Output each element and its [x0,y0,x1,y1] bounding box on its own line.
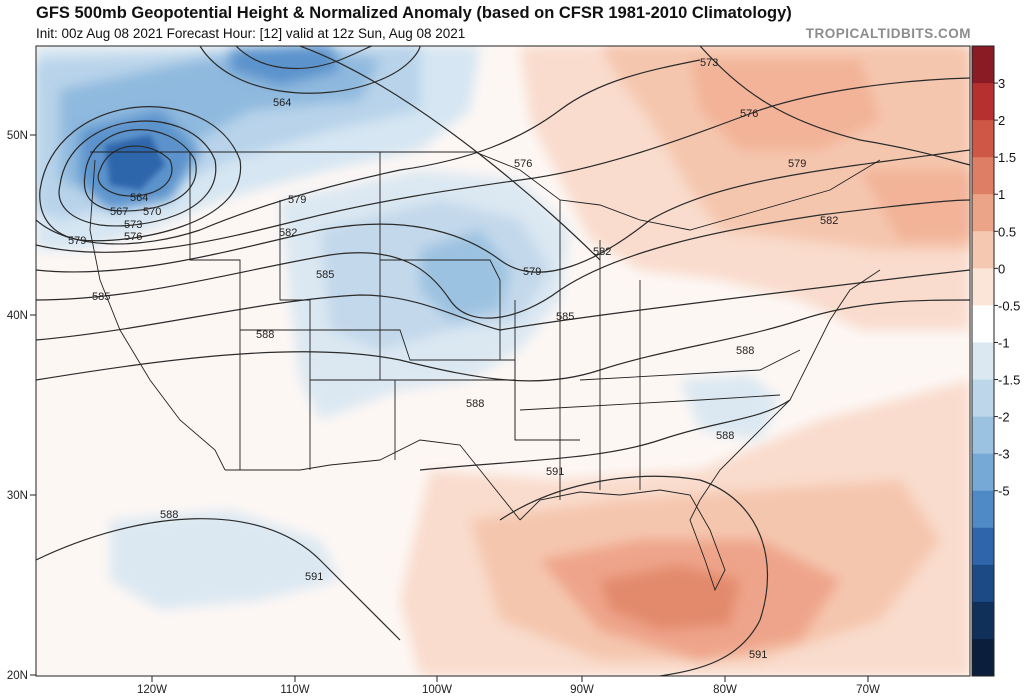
contour-label: 576 [740,108,758,120]
state-borders [89,151,881,592]
latitude-labels: 50N 40N 30N 20N [7,130,28,682]
anomaly-shading [36,46,970,676]
colorbar-tick-label: 0 [998,261,1005,276]
contour-label: 582 [820,215,838,227]
map-frame [35,45,971,677]
colorbar-frame [971,45,995,677]
colorbar-swatch [972,231,994,269]
colorbar-tick-label: 3 [998,76,1005,91]
height-contours [36,46,970,676]
colorbar-tick-label: -5 [998,484,1010,499]
colorbar-tick-label: -3 [998,447,1010,462]
longitude-labels: 120W 110W 100W 90W 80W 70W [137,684,880,696]
contour-label: 576 [514,158,532,170]
lon-label: 110W [280,684,309,696]
colorbar-swatch [972,157,994,195]
colorbar-tick-label: 1.5 [998,150,1016,165]
colorbar-swatch [972,490,994,529]
colorbar-swatch [972,527,994,566]
contour-label: 582 [593,246,611,258]
colorbar-swatch [972,342,994,381]
colorbar-swatch [972,305,994,343]
colorbar-tick-label: 1 [998,187,1005,202]
contour-label: 579 [288,194,306,206]
contour-label: 582 [279,227,297,239]
contour-label: 567 [110,206,128,218]
colorbar-swatch [972,564,994,603]
contour-label: 585 [92,291,110,303]
brand-label: TROPICALTIDBITS.COM [805,26,971,41]
colorbar-swatch [972,453,994,492]
contour-label: 591 [305,571,323,583]
lon-label: 80W [713,684,737,696]
lon-label: 90W [570,684,594,696]
colorbar: 3 2 1.5 1 0.5 0 -0.5 -1 -1.5 -2 -3 -5 [971,45,1020,677]
contour-label: 588 [466,398,484,410]
colorbar-swatch [972,194,994,232]
contour-labels: 573 576 579 582 564 576 579 582 564 567 … [68,57,838,661]
chart-title: GFS 500mb Geopotential Height & Normaliz… [36,4,792,22]
contour-label: 573 [124,219,142,231]
lat-label: 20N [7,670,28,682]
contour-label: 591 [749,649,767,661]
colorbar-tick-label: -1 [998,335,1010,350]
lat-label: 30N [7,490,28,502]
contour-label: 588 [256,329,274,341]
axis-ticks [30,134,869,682]
contour-label: 579 [788,158,806,170]
contour-label: 564 [273,97,291,109]
colorbar-tick-label: -1.5 [998,373,1020,388]
contour-label: 588 [716,430,734,442]
contour-label: 570 [143,206,161,218]
colorbar-swatch [972,46,994,84]
lon-label: 100W [422,684,452,696]
colorbar-swatch [972,83,994,121]
colorbar-tick-label: 2 [998,113,1005,128]
contour-label: 564 [130,192,148,204]
contour-label: 585 [316,269,334,281]
colorbar-swatch [972,416,994,455]
lon-label: 70W [856,684,880,696]
contour-label: 579 [68,235,86,247]
colorbar-tick-label: -0.5 [998,298,1020,313]
colorbar-swatch [972,638,994,677]
colorbar-swatch [972,268,994,306]
contour-label: 591 [546,466,564,478]
colorbar-tick-label: 0.5 [998,224,1016,239]
lat-label: 50N [7,130,28,142]
colorbar-swatch [972,601,994,640]
lat-label: 40N [7,310,28,322]
contour-label: 576 [124,231,142,243]
colorbar-tick-label: -2 [998,410,1010,425]
chart-subtitle: Init: 00z Aug 08 2021 Forecast Hour: [12… [36,26,466,41]
contour-label: 588 [160,509,178,521]
contour-label: 579 [523,266,541,278]
contour-label: 573 [700,57,718,69]
contour-label: 588 [736,345,754,357]
colorbar-swatch [972,379,994,418]
header: GFS 500mb Geopotential Height & Normaliz… [0,0,1024,46]
colorbar-swatch [972,120,994,158]
contour-label: 585 [556,311,574,323]
lon-label: 120W [137,684,167,696]
